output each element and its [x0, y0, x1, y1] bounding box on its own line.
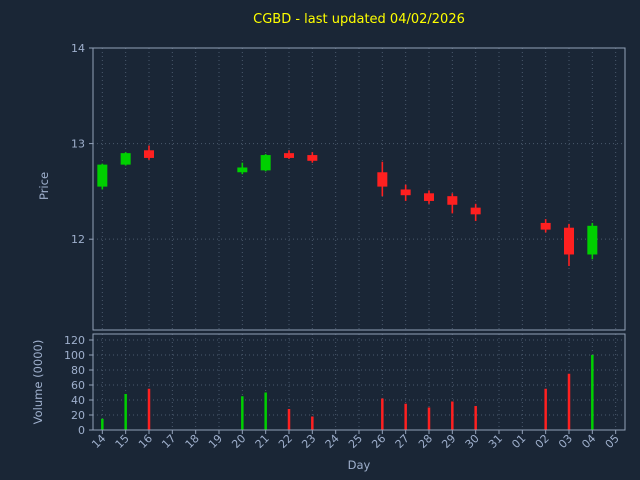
- x-axis-label: Day: [347, 458, 371, 472]
- x-tick-label: 16: [136, 432, 155, 451]
- volume-tick-label: 60: [71, 379, 85, 392]
- candle-body: [97, 164, 108, 187]
- volume-tick-label: 0: [78, 424, 85, 437]
- x-tick-label: 25: [346, 432, 365, 451]
- x-tick-label: 18: [183, 432, 202, 451]
- candle-body: [424, 193, 434, 201]
- candle-body: [377, 172, 388, 187]
- candle-body: [237, 167, 248, 173]
- volume-panel-frame: [92, 333, 626, 431]
- candle-body: [447, 196, 458, 205]
- x-tick-label: 21: [253, 432, 272, 451]
- x-tick-label: 22: [276, 432, 295, 451]
- x-tick-label: 20: [229, 432, 248, 451]
- x-tick-label: 17: [159, 432, 178, 451]
- x-tick-label: 19: [206, 432, 225, 451]
- candle-body: [540, 222, 551, 230]
- price-panel-frame: [92, 47, 626, 331]
- volume-tick-label: 120: [64, 334, 85, 347]
- candle-body: [144, 150, 154, 158]
- x-tick-label: 15: [113, 432, 132, 451]
- candle-body: [564, 227, 574, 255]
- candle-body: [587, 225, 598, 255]
- candle-body: [400, 189, 411, 196]
- x-tick-label: 28: [416, 432, 435, 451]
- x-tick-label: 02: [533, 432, 552, 451]
- volume-tick-label: 20: [71, 409, 85, 422]
- x-tick-label: 03: [556, 432, 575, 451]
- price-tick-label: 12: [71, 233, 85, 246]
- volume-tick-label: 40: [71, 394, 85, 407]
- candle-body: [307, 155, 318, 161]
- x-tick-label: 24: [323, 432, 342, 451]
- x-tick-label: 05: [603, 432, 622, 451]
- x-tick-label: 04: [579, 432, 598, 451]
- candle-body: [120, 153, 131, 165]
- x-tick-label: 31: [486, 432, 505, 451]
- candle-body: [470, 207, 481, 215]
- x-tick-label: 27: [393, 432, 412, 451]
- candle-body: [284, 153, 294, 158]
- price-tick-label: 13: [71, 138, 85, 151]
- candle-body: [260, 155, 271, 171]
- x-tick-label: 01: [509, 432, 528, 451]
- volume-tick-label: 100: [64, 349, 85, 362]
- x-tick-label: 26: [369, 432, 388, 451]
- chart-title: CGBD - last updated 04/02/2026: [253, 12, 465, 27]
- x-tick-label: 30: [463, 432, 482, 451]
- price-tick-label: 14: [71, 42, 85, 55]
- x-tick-label: 29: [439, 432, 458, 451]
- x-tick-label: 23: [299, 432, 318, 451]
- volume-tick-label: 80: [71, 364, 85, 377]
- x-tick-label: 14: [89, 432, 108, 451]
